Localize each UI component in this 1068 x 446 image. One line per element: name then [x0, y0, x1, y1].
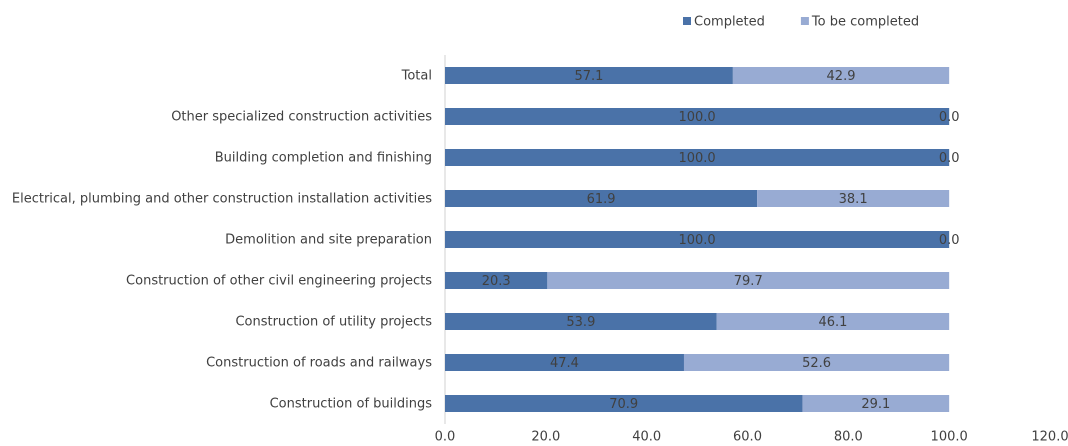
- x-tick-label: 40.0: [632, 430, 661, 445]
- bar-segment: [547, 272, 950, 289]
- x-tick-label: 60.0: [733, 430, 762, 445]
- data-label: 52.6: [802, 356, 831, 371]
- bar-segment: [445, 395, 803, 412]
- data-label: 46.1: [818, 315, 847, 330]
- x-tick-label: 120.0: [1031, 430, 1068, 445]
- bar-segment: [445, 272, 548, 289]
- data-label: 57.1: [574, 69, 603, 84]
- bar-segment: [802, 395, 950, 412]
- legend-swatch: [683, 17, 691, 25]
- category-text: Demolition and site preparation: [225, 232, 432, 247]
- category-text: Electrical, plumbing and other construct…: [11, 191, 432, 206]
- category-text: Construction of roads and railways: [206, 355, 432, 370]
- category-label: Demolition and site preparation: [225, 232, 432, 247]
- bar-segment: [683, 354, 950, 371]
- bar-segment: [445, 108, 950, 125]
- bar-segment: [445, 313, 717, 330]
- category-text: Other specialized construction activitie…: [171, 109, 432, 124]
- data-label: 0.0: [939, 151, 960, 166]
- category-label: Construction of roads and railways: [206, 355, 432, 370]
- category-label: Electrical, plumbing and other construct…: [12, 191, 432, 206]
- bar-segment: [445, 149, 950, 166]
- category-text: Construction of other civil engineering …: [126, 273, 432, 288]
- category-text: Building completion and finishing: [214, 150, 432, 165]
- data-label: 0.0: [939, 110, 960, 125]
- legend-label: Completed: [694, 15, 765, 30]
- category-label: Building completion and finishing: [215, 150, 432, 165]
- x-tick-label: 100.0: [931, 430, 968, 445]
- category-label: Total: [402, 68, 432, 83]
- data-label: 100.0: [678, 110, 715, 125]
- data-label: 42.9: [827, 69, 856, 84]
- data-label: 20.3: [482, 274, 511, 289]
- category-label: Construction of buildings: [270, 396, 432, 411]
- legend-swatch: [800, 17, 809, 25]
- data-label: 79.7: [734, 274, 763, 289]
- data-label: 29.1: [861, 397, 890, 412]
- bar-segment: [757, 190, 950, 207]
- bar-segment: [716, 313, 950, 330]
- bar-segment: [445, 67, 733, 84]
- data-label: 100.0: [678, 233, 715, 248]
- category-label: Construction of utility projects: [235, 314, 432, 329]
- category-label: Construction of other civil engineering …: [126, 273, 432, 288]
- category-text: Construction of utility projects: [235, 314, 432, 329]
- data-label: 100.0: [678, 151, 715, 166]
- data-label: 38.1: [839, 192, 868, 207]
- x-tick-label: 20.0: [531, 430, 560, 445]
- bar-segment: [445, 354, 684, 371]
- bar-segment: [732, 67, 950, 84]
- x-tick-label: 0.0: [435, 430, 456, 445]
- bar-segment: [445, 190, 758, 207]
- category-label: Other specialized construction activitie…: [171, 109, 432, 124]
- legend-label: To be completed: [811, 15, 919, 30]
- bar-segment: [445, 231, 950, 248]
- data-label: 70.9: [609, 397, 638, 412]
- data-label: 0.0: [939, 233, 960, 248]
- category-text: Total: [401, 68, 432, 83]
- data-label: 47.4: [550, 356, 579, 371]
- x-tick-label: 80.0: [834, 430, 863, 445]
- data-label: 61.9: [587, 192, 616, 207]
- data-label: 53.9: [566, 315, 595, 330]
- category-text: Construction of buildings: [269, 396, 432, 411]
